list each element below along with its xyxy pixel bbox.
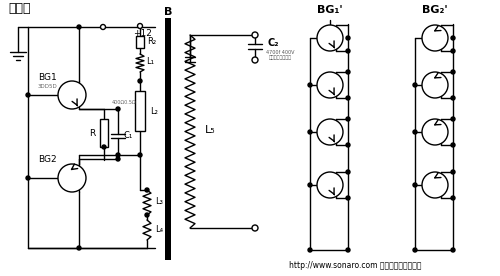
Circle shape xyxy=(100,25,105,30)
Circle shape xyxy=(317,25,343,51)
Circle shape xyxy=(26,176,30,180)
Text: BG₁': BG₁' xyxy=(317,5,343,15)
Text: R₂: R₂ xyxy=(148,38,156,46)
Circle shape xyxy=(346,117,350,121)
Circle shape xyxy=(346,70,350,74)
Circle shape xyxy=(422,72,448,98)
Circle shape xyxy=(451,248,455,252)
Text: L₅: L₅ xyxy=(204,125,216,135)
Circle shape xyxy=(346,196,350,200)
Circle shape xyxy=(26,93,30,97)
Text: R: R xyxy=(89,129,95,137)
Bar xyxy=(136,36,144,48)
Bar xyxy=(165,18,171,260)
Circle shape xyxy=(346,36,350,40)
Circle shape xyxy=(451,70,455,74)
Text: 4700f 400V: 4700f 400V xyxy=(266,49,294,54)
Circle shape xyxy=(308,130,312,134)
Text: L₁: L₁ xyxy=(146,57,154,67)
Text: 根据实际情况确定: 根据实际情况确定 xyxy=(268,55,291,60)
Bar xyxy=(135,91,145,131)
Text: L₃: L₃ xyxy=(155,198,163,206)
Text: 3DD5D: 3DD5D xyxy=(38,84,58,89)
Circle shape xyxy=(145,213,149,217)
Circle shape xyxy=(77,25,81,29)
Circle shape xyxy=(451,49,455,53)
Circle shape xyxy=(451,170,455,174)
Circle shape xyxy=(422,172,448,198)
Circle shape xyxy=(138,79,142,83)
Text: BG2: BG2 xyxy=(38,155,56,164)
Circle shape xyxy=(413,248,417,252)
Circle shape xyxy=(413,130,417,134)
Circle shape xyxy=(346,248,350,252)
Text: L₂: L₂ xyxy=(150,107,158,115)
Circle shape xyxy=(102,145,106,149)
Text: BG1: BG1 xyxy=(38,73,57,83)
Circle shape xyxy=(422,25,448,51)
Circle shape xyxy=(138,23,142,28)
Circle shape xyxy=(422,119,448,145)
Circle shape xyxy=(58,81,86,109)
Text: BG₂': BG₂' xyxy=(422,5,448,15)
Circle shape xyxy=(451,117,455,121)
Circle shape xyxy=(451,143,455,147)
Text: C₂: C₂ xyxy=(267,38,279,48)
Circle shape xyxy=(451,96,455,100)
Circle shape xyxy=(346,170,350,174)
Circle shape xyxy=(413,83,417,87)
Text: +12: +12 xyxy=(134,30,152,38)
Circle shape xyxy=(308,183,312,187)
Circle shape xyxy=(116,153,120,157)
Circle shape xyxy=(116,157,120,161)
Text: http://www.sonaro.com 深纳渔业精密设备厂: http://www.sonaro.com 深纳渔业精密设备厂 xyxy=(289,261,421,269)
Circle shape xyxy=(116,107,120,111)
Bar xyxy=(100,119,108,147)
Circle shape xyxy=(346,96,350,100)
Circle shape xyxy=(252,225,258,231)
Circle shape xyxy=(252,32,258,38)
Text: 400Ω0.5Ω: 400Ω0.5Ω xyxy=(112,100,136,105)
Circle shape xyxy=(317,172,343,198)
Circle shape xyxy=(346,143,350,147)
Circle shape xyxy=(145,188,149,192)
Text: C₁: C₁ xyxy=(124,131,132,140)
Circle shape xyxy=(317,119,343,145)
Circle shape xyxy=(58,164,86,192)
Circle shape xyxy=(413,183,417,187)
Circle shape xyxy=(77,246,81,250)
Circle shape xyxy=(317,72,343,98)
Circle shape xyxy=(252,57,258,63)
Circle shape xyxy=(138,153,142,157)
Circle shape xyxy=(308,83,312,87)
Circle shape xyxy=(346,49,350,53)
Circle shape xyxy=(308,248,312,252)
Text: B: B xyxy=(164,7,172,17)
Circle shape xyxy=(451,36,455,40)
Circle shape xyxy=(451,196,455,200)
Text: 电路图: 电路图 xyxy=(8,2,30,15)
Text: L₄: L₄ xyxy=(155,225,163,235)
